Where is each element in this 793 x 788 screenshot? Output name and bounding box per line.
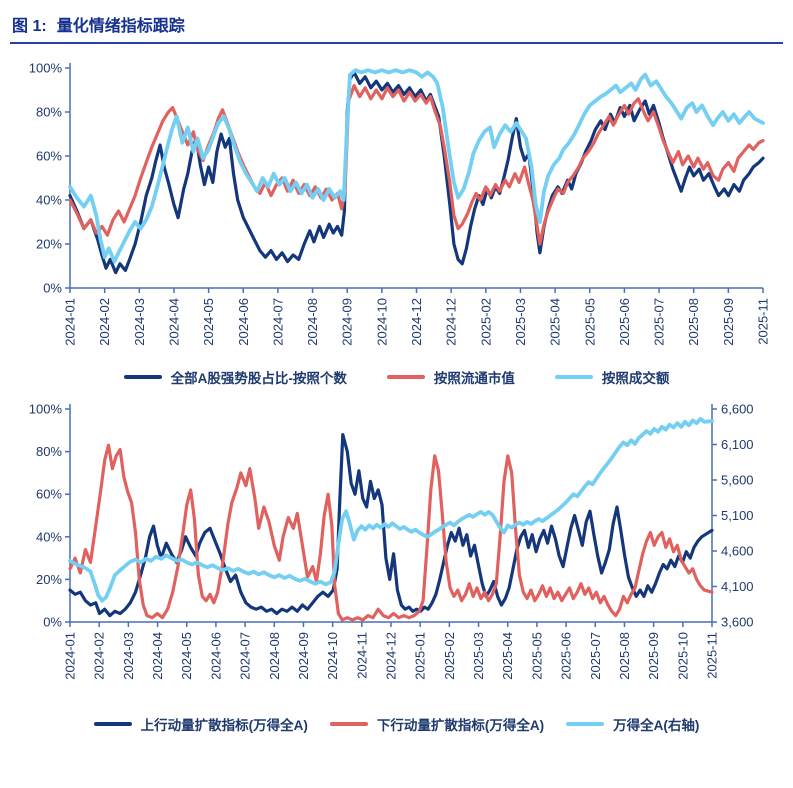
legend-label: 万得全A(右轴) [613,718,700,733]
y-axis-tick-label: 40% [36,193,62,208]
x-axis-tick-label: 2024-03 [132,298,147,346]
x-axis-tick-label: 2025-06 [559,632,574,680]
x-axis-tick-label: 2024-01 [63,298,78,346]
figure-label: 图 1: [12,18,47,35]
momentum-series-line-1 [68,443,714,622]
x-axis-tick-label: 2025-03 [471,632,486,680]
x-axis-tick-label: 2025-11 [705,632,720,679]
momentum-series-line-2 [68,417,714,603]
x-axis-tick-label: 2024-10 [374,298,389,346]
right-axis-tick-label: 4,100 [721,579,754,594]
x-axis-tick-label: 2025-09 [646,632,661,680]
x-axis-tick-label: 2024-05 [179,632,194,680]
x-axis-tick-label: 2024-02 [92,632,107,680]
right-axis-tick-label: 3,600 [721,615,754,630]
right-axis-tick-label: 6,100 [721,437,754,452]
y-axis-tick-label: 100% [29,402,63,417]
x-axis-tick-label: 2025-03 [513,298,528,346]
x-axis-tick-label: 2024-09 [340,298,355,346]
x-axis-tick-label: 2025-07 [652,298,667,346]
x-axis-tick-label: 2024-12 [444,298,459,346]
x-axis-tick-label: 2024-03 [121,632,136,680]
y-axis-tick-label: 100% [29,61,63,76]
x-axis-tick-label: 2024-12 [384,632,399,680]
x-axis-tick-label: 2025-06 [617,298,632,346]
y-axis-tick-label: 80% [36,444,62,459]
x-axis-tick-label: 2025-05 [529,632,544,680]
y-axis-tick-label: 60% [36,487,62,502]
x-axis-tick-label: 2024-07 [270,298,285,346]
legend-line-swatch [566,722,605,726]
sentiment-series-line-0 [68,70,765,275]
x-axis-tick-label: 2025-10 [675,632,690,680]
legend-label: 按照流通市值 [433,371,515,386]
figure-title: 图 1: 量化情绪指标跟踪 [10,10,783,44]
momentum-legend: 上行动量扩散指标(万得全A) 下行动量扩散指标(万得全A) 万得全A(右轴) [0,714,793,734]
x-axis-tick-label: 2025-08 [686,298,701,346]
x-axis-tick-label: 2024-09 [296,632,311,680]
y-axis-tick-label: 20% [36,237,62,252]
x-axis-tick-label: 2025-05 [582,298,597,346]
right-axis-tick-label: 5,100 [721,508,754,523]
x-axis-tick-label: 2024-04 [150,632,165,680]
x-axis-tick-label: 2024-11 [354,632,369,679]
figure-title-text: 量化情绪指标跟踪 [56,18,185,35]
legend-line-swatch [386,375,425,379]
y-axis-tick-label: 60% [36,149,62,164]
legend-item-upward-momentum: 上行动量扩散指标(万得全A) [93,714,308,734]
x-axis-tick-label: 2024-05 [201,298,216,346]
sentiment-chart: 0% 20% 40% 60% 80% 100% 2024-01 2024-02 2024-03 2… [0,56,793,367]
legend-item-turnover: 按照成交额 [554,367,670,387]
right-axis-tick-label: 4,600 [721,544,754,559]
x-axis-tick-label: 2024-08 [267,632,282,680]
legend-label: 上行动量扩散指标(万得全A) [140,718,308,733]
legend-item-strong-stock-count: 全部A股强势股占比-按照个数 [123,367,347,387]
legend-item-downward-momentum: 下行动量扩散指标(万得全A) [329,714,545,734]
x-axis-tick-label: 2024-10 [325,632,340,680]
y-axis-tick-label: 20% [36,572,62,587]
x-axis-tick-label: 2025-01 [413,632,428,680]
sentiment-series-line-2 [68,68,765,264]
momentum-series-line-0 [68,433,714,618]
x-axis-tick-label: 2025-11 [756,298,771,345]
x-axis-tick-label: 2024-07 [238,632,253,680]
figure-1: 图 1: 量化情绪指标跟踪 0% 20% 40% 60% 80% 100% 2024-01 20… [0,10,793,734]
sentiment-series-line-1 [68,84,765,246]
legend-line-swatch [554,375,593,379]
y-axis-tick-label: 40% [36,529,62,544]
legend-line-swatch [93,722,132,726]
x-axis-tick-label: 2025-09 [721,298,736,346]
y-axis-tick-label: 0% [43,281,62,296]
y-axis-tick-label: 0% [43,615,62,630]
x-axis-tick-label: 2024-08 [305,298,320,346]
momentum-chart: 0% 20% 40% 60% 80% 100% 3,600 4,100 4,600 5,100 5,… [0,397,793,702]
x-axis-tick-label: 2025-04 [500,632,515,680]
legend-label: 按照成交额 [601,371,670,386]
right-axis-tick-label: 5,600 [721,473,754,488]
legend-item-float-cap: 按照流通市值 [386,367,515,387]
x-axis-tick-label: 2024-02 [97,298,112,346]
x-axis-tick-label: 2024-01 [63,632,78,680]
sentiment-legend: 全部A股强势股占比-按照个数 按照流通市值 按照成交额 [0,367,793,387]
x-axis-tick-label: 2025-02 [442,632,457,680]
legend-line-swatch [123,375,162,379]
momentum-chart-svg: 0% 20% 40% 60% 80% 100% 3,600 4,100 4,600 5,100 5,… [29,402,754,680]
x-axis-tick-label: 2025-07 [588,632,603,680]
legend-label: 全部A股强势股占比-按照个数 [170,371,347,386]
sentiment-chart-svg: 0% 20% 40% 60% 80% 100% 2024-01 2024-02 2024-03 2… [29,61,771,346]
x-axis-tick-label: 2024-04 [166,298,181,346]
x-axis-tick-label: 2024-06 [208,632,223,680]
right-axis-tick-label: 6,600 [721,402,754,417]
legend-item-wind-all-a-index: 万得全A(右轴) [566,714,699,734]
y-axis-tick-label: 80% [36,105,62,120]
x-axis-tick-label: 2024-06 [236,298,251,346]
x-axis-tick-label: 2025-04 [548,298,563,346]
x-axis-tick-label: 2024-12 [409,298,424,346]
x-axis-tick-label: 2025-08 [617,632,632,680]
x-axis-tick-label: 2025-02 [478,298,493,346]
legend-label: 下行动量扩散指标(万得全A) [376,718,545,733]
legend-line-swatch [329,722,368,726]
